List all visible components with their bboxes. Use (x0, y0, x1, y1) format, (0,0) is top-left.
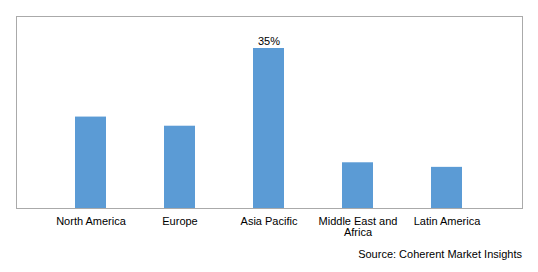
svg-text:Europe: Europe (162, 215, 197, 227)
svg-text:Asia Pacific: Asia Pacific (241, 215, 298, 227)
html-text:Source: Coherent Market Insigh: Source: Coherent Market Insights (358, 248, 522, 260)
svg-text:35%: 35% (258, 35, 280, 47)
svg-text:Latin America: Latin America (414, 215, 482, 227)
svg-text:Middle East andAfrica: Middle East andAfrica (319, 215, 398, 238)
svg-text:North America: North America (56, 215, 127, 227)
